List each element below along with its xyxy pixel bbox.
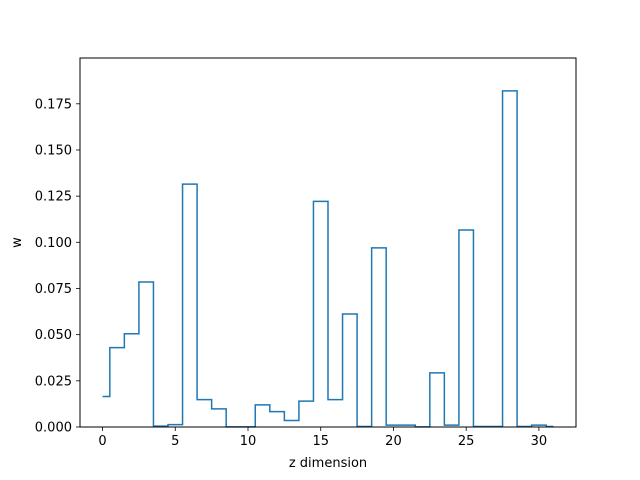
y-axis-label: w bbox=[10, 237, 25, 248]
x-tick-label: 20 bbox=[385, 434, 402, 449]
y-tick-label: 0.025 bbox=[35, 374, 72, 389]
y-tick-label: 0.150 bbox=[35, 143, 72, 158]
x-axis-ticks: 0 5 10 15 20 25 30 bbox=[98, 427, 547, 449]
x-tick-label: 5 bbox=[171, 434, 179, 449]
y-tick-label: 0.050 bbox=[35, 328, 72, 343]
x-tick-label: 15 bbox=[312, 434, 329, 449]
x-axis-label: z dimension bbox=[289, 456, 367, 471]
y-tick-label: 0.100 bbox=[35, 236, 72, 251]
y-tick-label: 0.075 bbox=[35, 282, 72, 297]
y-axis-ticks: 0.000 0.025 0.050 0.075 0.100 0.125 0.150 0.175 bbox=[35, 97, 80, 436]
x-tick-label: 0 bbox=[98, 434, 106, 449]
y-tick-label: 0.000 bbox=[35, 421, 72, 436]
x-tick-label: 10 bbox=[240, 434, 257, 449]
x-tick-label: 25 bbox=[458, 434, 475, 449]
plot-area bbox=[102, 90, 554, 428]
x-tick-label: 30 bbox=[531, 434, 548, 449]
y-tick-label: 0.175 bbox=[35, 97, 72, 112]
step-series-line bbox=[102, 90, 554, 428]
y-tick-label: 0.125 bbox=[35, 190, 72, 205]
